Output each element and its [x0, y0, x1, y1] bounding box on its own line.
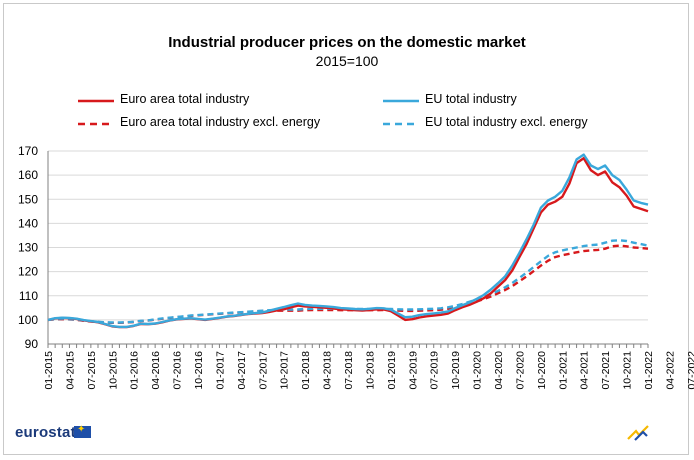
x-tick-label: 07-2017	[257, 351, 269, 390]
eurostat-logo: eurostat	[15, 424, 76, 441]
x-tick-label: 07-2021	[600, 351, 612, 390]
legend-label-eu-excl-energy: EU total industry excl. energy	[425, 115, 588, 129]
y-tick-label: 170	[18, 144, 38, 158]
x-tick-label: 10-2019	[450, 351, 462, 390]
chart-title: Industrial producer prices on the domest…	[168, 34, 526, 51]
x-tick-label: 01-2021	[557, 351, 569, 390]
x-tick-label: 10-2020	[536, 351, 548, 390]
x-tick-labels: 01-2015 04-2015 07-2015 10-2015 01-2016 04-20…	[43, 351, 694, 390]
chart-frame	[3, 3, 689, 455]
x-tick-label: 04-2019	[407, 351, 419, 390]
legend-swatch-euro-area-excl-energy	[78, 122, 114, 126]
x-tick-label: 04-2021	[579, 351, 591, 390]
x-tick-label: 04-2018	[322, 351, 334, 390]
legend-label-eu-total: EU total industry	[425, 92, 517, 106]
x-tick-label: 07-2022	[686, 351, 694, 390]
x-tick-label: 07-2020	[514, 351, 526, 390]
eu-flag-icon	[74, 424, 91, 438]
x-tick-label: 10-2016	[193, 351, 205, 390]
y-tick-label: 140	[18, 216, 38, 230]
x-tick-label: 04-2022	[664, 351, 676, 390]
legend-item-euro-area-total: Euro area total industry	[78, 92, 338, 108]
legend-swatch-eu-excl-energy	[383, 122, 419, 126]
eurostat-mark-icon	[627, 425, 649, 441]
x-tick-label: 01-2017	[214, 351, 226, 390]
x-tick-label: 10-2018	[364, 351, 376, 390]
y-tick-label: 110	[19, 289, 38, 303]
series-line-2	[47, 244, 649, 324]
x-tick-label: 10-2021	[622, 351, 634, 390]
legend-item-eu-total: EU total industry	[383, 92, 643, 108]
gridlines	[48, 150, 648, 345]
y-tick-label: 100	[18, 313, 38, 327]
x-tick-label: 07-2015	[86, 351, 98, 390]
legend-swatch-eu-total	[383, 99, 419, 103]
y-tick-label: 120	[18, 265, 38, 279]
x-tick-label: 07-2016	[172, 351, 184, 390]
x-tick-label: 04-2016	[150, 351, 162, 390]
legend-item-eu-excl-energy: EU total industry excl. energy	[383, 115, 643, 131]
x-tick-label: 07-2019	[429, 351, 441, 390]
y-tick-label: 150	[18, 192, 38, 206]
x-tick-label: 01-2022	[643, 351, 655, 390]
x-tick-label: 04-2020	[493, 351, 505, 390]
x-tick-label: 01-2020	[472, 351, 484, 390]
series-line-1	[47, 153, 649, 329]
legend-swatch-euro-area-total	[78, 99, 114, 103]
chart-subtitle: 2015=100	[315, 53, 379, 69]
x-tick-label: 04-2017	[236, 351, 248, 390]
series-lines	[47, 153, 649, 329]
x-tick-label: 01-2015	[43, 351, 55, 390]
y-tick-label: 130	[18, 241, 38, 255]
legend-label-euro-area-total: Euro area total industry	[120, 92, 250, 106]
legend-item-euro-area-excl-energy: Euro area total industry excl. energy	[78, 115, 368, 131]
y-tick-labels: 90 100 110 120 130 140 150 160 170	[18, 144, 38, 351]
series-line-0	[47, 156, 649, 329]
axes	[47, 151, 649, 348]
x-tick-label: 10-2015	[107, 351, 119, 390]
x-tick-label: 04-2015	[64, 351, 76, 390]
y-tick-label: 160	[18, 168, 38, 182]
y-tick-label: 90	[25, 337, 39, 351]
x-tick-label: 01-2016	[129, 351, 141, 390]
x-tick-label: 01-2018	[300, 351, 312, 390]
x-tick-label: 07-2018	[343, 351, 355, 390]
x-tick-label: 01-2019	[386, 351, 398, 390]
x-tick-label: 10-2017	[279, 351, 291, 390]
legend-label-euro-area-excl-energy: Euro area total industry excl. energy	[120, 115, 321, 129]
